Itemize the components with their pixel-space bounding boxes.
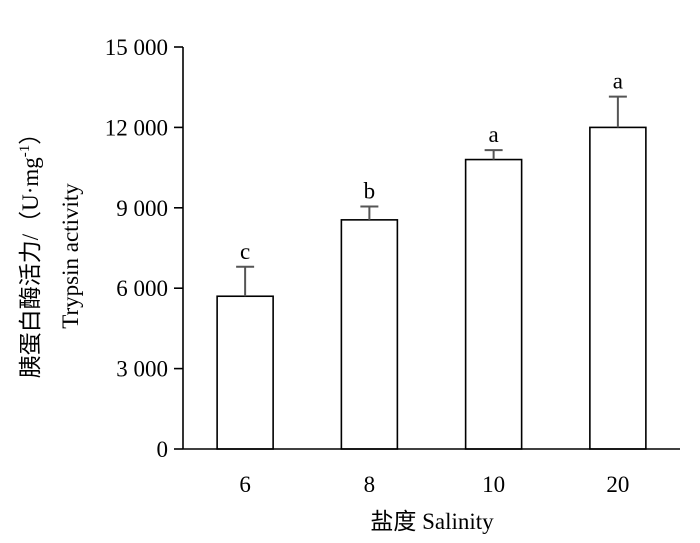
significance-label: c bbox=[240, 239, 250, 264]
y-axis-title-line1: 胰蛋白酶活力/（U·mg-1） bbox=[17, 122, 43, 379]
significance-label: a bbox=[489, 122, 499, 147]
y-axis-title-superscript: -1 bbox=[17, 145, 33, 158]
bar bbox=[340, 219, 399, 450]
plot-area: c b a a bbox=[216, 69, 647, 450]
significance-label: a bbox=[613, 69, 623, 94]
y-axis: 0 3 000 6 000 9 000 12 000 15 000 bbox=[105, 35, 184, 462]
x-tick-label: 20 bbox=[606, 472, 629, 497]
y-axis-title-main: 胰蛋白酶活力/（U·mg bbox=[18, 157, 43, 379]
y-tick-label: 9 000 bbox=[116, 196, 168, 221]
y-axis-title-close: ） bbox=[18, 122, 43, 145]
y-tick-label: 6 000 bbox=[116, 276, 168, 301]
significance-label: b bbox=[364, 178, 376, 203]
x-tick-label: 6 bbox=[239, 472, 251, 497]
y-tick-label: 3 000 bbox=[116, 357, 168, 382]
x-tick-label: 8 bbox=[364, 472, 376, 497]
bar bbox=[216, 295, 274, 450]
x-axis-title: 盐度 Salinity bbox=[370, 509, 494, 534]
x-tick-label: 10 bbox=[482, 472, 505, 497]
x-axis: 6 8 10 20 bbox=[183, 448, 680, 497]
y-tick-label: 0 bbox=[157, 437, 169, 462]
y-tick-label: 12 000 bbox=[105, 115, 168, 140]
bar bbox=[589, 126, 647, 450]
y-tick-label: 15 000 bbox=[105, 35, 168, 60]
bar bbox=[464, 158, 523, 450]
y-axis-title-line2: Trypsin activity bbox=[58, 183, 83, 329]
